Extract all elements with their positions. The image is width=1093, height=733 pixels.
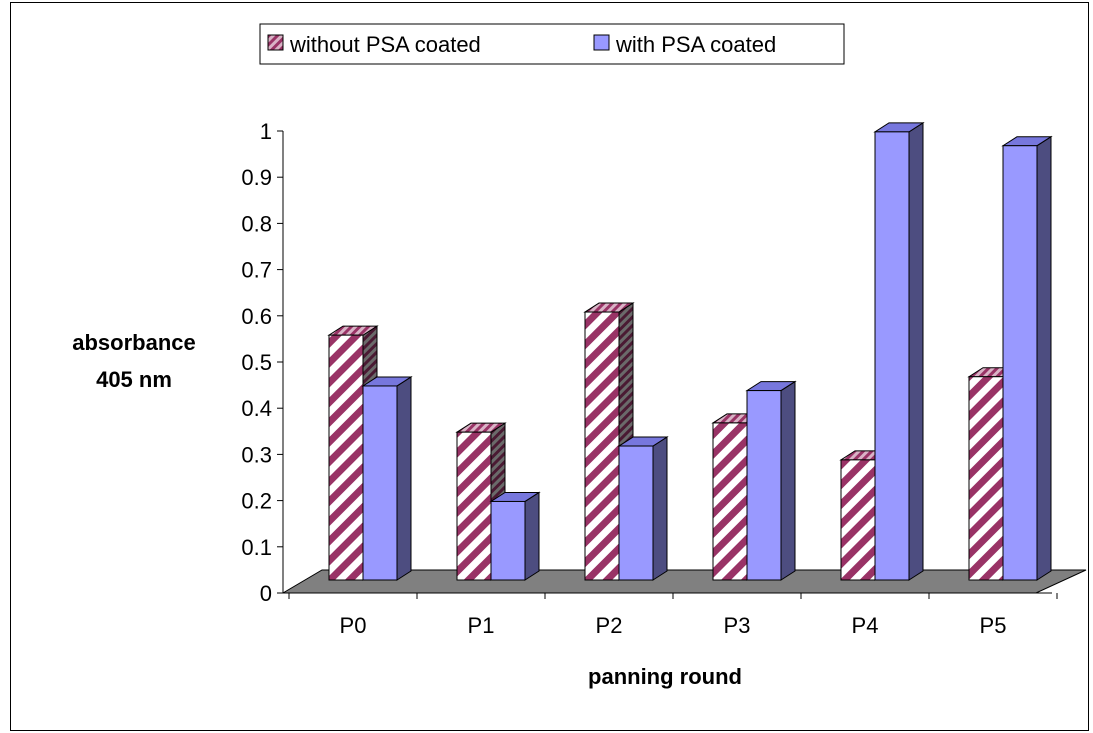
x-tick-label: P5 <box>980 613 1007 638</box>
bar-side-face <box>524 491 540 581</box>
x-tick-label: P2 <box>596 613 623 638</box>
legend: without PSA coated with PSA coated <box>259 23 845 65</box>
bar-front-face <box>746 390 782 581</box>
bar-side-face <box>396 376 412 581</box>
x-tick-label: P1 <box>468 613 495 638</box>
y-tick-label: 0 <box>260 581 272 606</box>
y-tick-label: 1 <box>260 119 272 144</box>
legend-label-with: with PSA coated <box>615 32 776 57</box>
bar-front-face <box>584 311 620 581</box>
y-tick-label: 0.3 <box>241 442 272 467</box>
bar-side-face <box>908 121 924 581</box>
bar-side-face <box>652 436 668 581</box>
bar-side-face <box>1036 135 1052 581</box>
bar-front-face <box>362 385 398 581</box>
bar-front-face <box>1002 145 1038 581</box>
y-tick-label: 0.6 <box>241 304 272 329</box>
y-tick-label: 0.4 <box>241 396 272 421</box>
y-tick-label: 0.1 <box>241 535 272 560</box>
bar-with-P4 <box>873 121 925 581</box>
y-axis-title-line2: 405 nm <box>96 367 172 392</box>
y-tick-label: 0.9 <box>241 165 272 190</box>
bar-with-P2 <box>617 436 669 581</box>
bar-front-face <box>490 500 526 581</box>
chart-frame: without PSA coated with PSA coated 0 0.1 0… <box>10 2 1089 731</box>
legend-swatch-without <box>267 34 284 51</box>
bar-front-face <box>456 431 492 581</box>
x-axis-title: panning round <box>588 664 742 689</box>
bar-front-face <box>712 422 748 581</box>
bar-front-face <box>874 131 910 581</box>
y-tick-label: 0.8 <box>241 211 272 236</box>
x-tick-label: P0 <box>340 613 367 638</box>
bar-front-face <box>968 376 1004 581</box>
bar-with-P1 <box>489 491 541 581</box>
x-axis: P0 P1 P2 P3 P4 P5 <box>283 592 1058 638</box>
y-axis-title-line1: absorbance <box>72 330 196 355</box>
bar-with-P5 <box>1001 135 1053 581</box>
legend-swatch-with <box>593 34 610 51</box>
bars-group <box>327 121 1053 581</box>
x-tick-label: P4 <box>852 613 879 638</box>
bar-front-face <box>840 459 876 581</box>
y-tick-label: 0.5 <box>241 350 272 375</box>
y-tick-label: 0.7 <box>241 258 272 283</box>
bar-front-face <box>618 445 654 581</box>
bar-with-P0 <box>361 376 413 581</box>
bar-with-P3 <box>745 380 797 581</box>
x-tick-label: P3 <box>724 613 751 638</box>
legend-box <box>259 23 845 65</box>
y-axis: 0 0.1 0.2 0.3 0.4 0.5 0.6 0.7 0.8 0.9 1 <box>241 119 284 606</box>
legend-label-without: without PSA coated <box>289 32 481 57</box>
y-tick-label: 0.2 <box>241 489 272 514</box>
bar-chart: without PSA coated with PSA coated 00.10… <box>72 23 1087 689</box>
bar-side-face <box>780 380 796 581</box>
bar-front-face <box>328 334 364 581</box>
